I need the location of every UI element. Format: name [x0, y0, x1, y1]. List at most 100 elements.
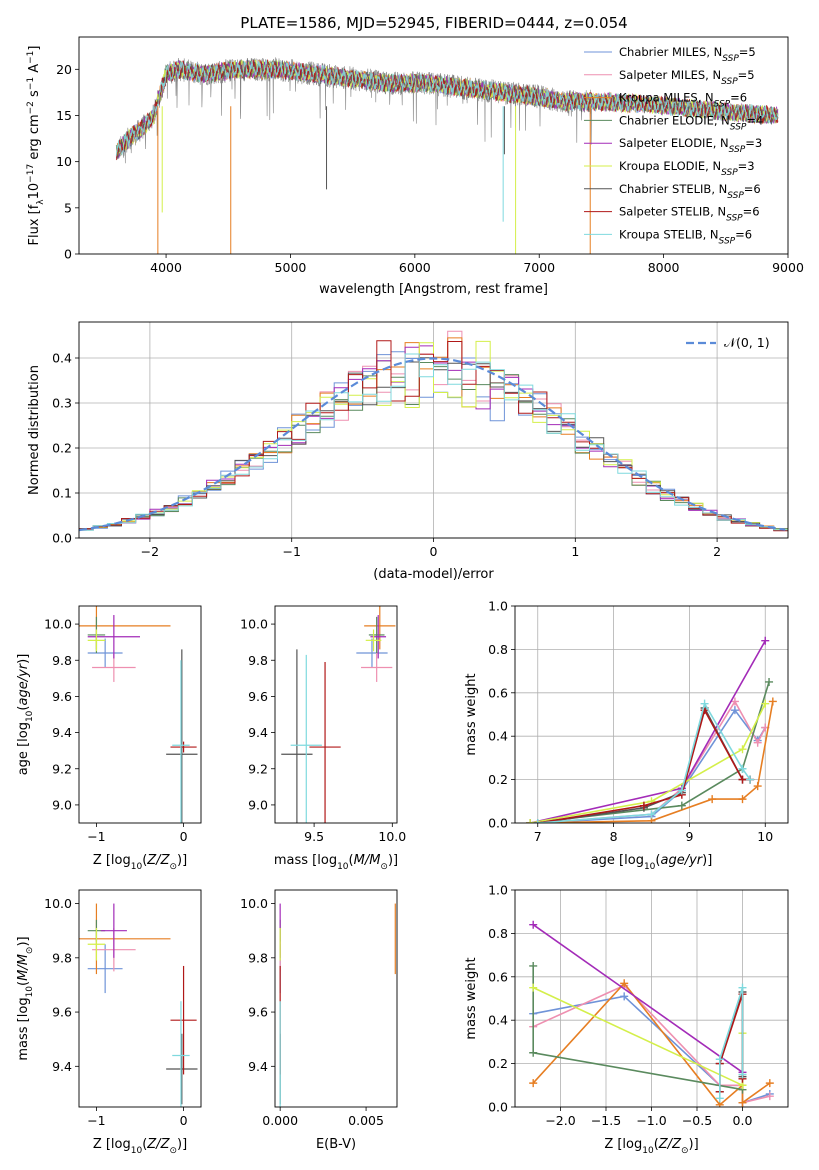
- plot-area: [279, 903, 396, 1107]
- point-kroupa_elodie: [87, 927, 106, 961]
- axes-residuals: −2 −1 0 1 2 0.0 0.1 0.2 0.3 0.4 𝒩(0, 1) (data-model…: [27, 321, 789, 582]
- x-tick-label: 9: [685, 829, 693, 844]
- axes-mass_weight_vs_Z: −2.0 −1.5 −1.0 −0.5 0.0 0.0 0.2 0.4 0.6 0.8 1.0 Z […: [464, 883, 789, 1156]
- series-marker: [738, 1070, 747, 1079]
- series-marker: [700, 699, 709, 708]
- series-marker: [529, 1048, 538, 1057]
- plot-area: [115, 57, 779, 254]
- series-marker: [715, 1055, 724, 1064]
- x-tick-label: 0.005: [348, 1113, 384, 1128]
- axes-frame: [78, 889, 202, 1108]
- plot-area: [79, 606, 198, 823]
- legend-label-chabrier_elodie: Chabrier ELODIE, NSSP=4: [619, 113, 763, 132]
- x-tick-label: −0.5: [682, 1113, 712, 1128]
- y-tick-label: 0.2: [52, 441, 72, 456]
- point-salpeter_elodie: [370, 615, 387, 659]
- point-salpeter_stelib: [170, 741, 197, 753]
- y-tick-label: 0.2: [488, 1056, 508, 1071]
- series-line: [530, 640, 766, 823]
- y-tick-label: 10.0: [240, 617, 268, 632]
- y-tick-label: 0.8: [488, 926, 508, 941]
- axes-mass_weight_vs_age: 7 8 9 10 0.0 0.2 0.4 0.6 0.8 1.0 age [log10(age/yr…: [464, 599, 789, 872]
- y-tick-label: 0.4: [488, 729, 508, 744]
- x-tick-label: 0: [430, 544, 438, 559]
- axes-frame: [78, 36, 789, 255]
- x-axis-label: (data-model)/error: [373, 567, 494, 582]
- y-tick-label: 9.2: [52, 761, 72, 776]
- axes-frame: [274, 605, 398, 824]
- y-tick-label: 0.1: [52, 486, 72, 501]
- series-line: [530, 703, 767, 823]
- x-tick-label: 9.5: [304, 829, 324, 844]
- x-tick-label: −1: [87, 829, 105, 844]
- x-tick-label: 5000: [275, 260, 307, 275]
- x-tick-label: 7000: [523, 260, 555, 275]
- series-marker: [765, 1092, 774, 1101]
- y-tick-label: 9.4: [248, 725, 268, 740]
- x-tick-label: 0: [180, 1113, 188, 1128]
- point-chabrier_stelib: [281, 649, 313, 823]
- x-tick-label: 8: [610, 829, 618, 844]
- model-spectrum-kroupa_stelib: [115, 59, 779, 156]
- series-marker: [620, 979, 629, 988]
- x-tick-label: 10.0: [378, 829, 406, 844]
- plot-area: [79, 330, 788, 533]
- series-marker: [761, 636, 770, 645]
- plot-area: [281, 606, 396, 823]
- legend-label-kroupa_stelib: Kroupa STELIB, NSSP=6: [619, 227, 752, 246]
- y-axis-label: Normed distribution: [27, 365, 42, 495]
- y-tick-label: 15: [56, 108, 72, 123]
- y-tick-label: 0.8: [488, 642, 508, 657]
- y-tick-label: 0.0: [488, 1100, 508, 1115]
- series-marker: [529, 961, 538, 970]
- x-tick-label: −1: [87, 1113, 105, 1128]
- x-tick-label: 2: [713, 544, 721, 559]
- x-tick-label: −1.5: [591, 1113, 621, 1128]
- series-marker: [768, 697, 777, 706]
- y-tick-label: 1.0: [488, 599, 508, 614]
- series-marker: [529, 920, 538, 929]
- y-tick-label: 9.8: [52, 653, 72, 668]
- y-axis-label: mass weight: [464, 957, 479, 1039]
- series-marker: [677, 786, 686, 795]
- point-chabrier_miles: [356, 638, 388, 668]
- series-marker: [529, 1079, 538, 1088]
- legend-label-chabrier_stelib: Chabrier STELIB, NSSP=6: [619, 182, 761, 201]
- y-tick-label: 1.0: [488, 883, 508, 898]
- series-marker: [765, 677, 774, 686]
- y-tick-label: 10.0: [44, 896, 72, 911]
- y-axis-label: mass weight: [464, 673, 479, 755]
- x-tick-label: 10: [757, 829, 773, 844]
- legend-label-kroupa_elodie: Kroupa ELODIE, NSSP=3: [619, 159, 755, 178]
- series-marker: [677, 801, 686, 810]
- axes-spectrum: 4000 5000 6000 7000 8000 9000 0 5 10 15 20 waveleng…: [26, 36, 804, 297]
- x-tick-label: −1.0: [636, 1113, 666, 1128]
- series-marker: [753, 738, 762, 747]
- series-line: [530, 701, 774, 823]
- y-tick-label: 9.8: [248, 653, 268, 668]
- legend-label-chabrier_miles: Chabrier MILES, NSSP=5: [619, 45, 756, 64]
- y-axis-label: mass [log10(M/M⊙)]: [16, 936, 35, 1060]
- x-axis-label: Z [log10(Z/Z⊙)]: [93, 853, 187, 872]
- y-tick-label: 9.0: [52, 797, 72, 812]
- x-axis-label: wavelength [Angstrom, rest frame]: [319, 282, 548, 297]
- series-marker: [620, 992, 629, 1001]
- y-tick-label: 20: [56, 62, 72, 77]
- series-salpeter_elodie: [529, 920, 747, 1077]
- x-tick-label: 0.0: [733, 1113, 753, 1128]
- x-axis-label: Z [log10(Z/Z⊙)]: [604, 1137, 698, 1156]
- figure-title: PLATE=1586, MJD=52945, FIBERID=0444, z=0…: [240, 14, 627, 32]
- y-tick-label: 0.0: [488, 816, 508, 831]
- series-marker: [533, 819, 542, 823]
- y-tick-label: 9.6: [52, 1005, 72, 1020]
- model-spectrum-salpeter_stelib: [115, 59, 779, 161]
- y-tick-label: 9.4: [52, 725, 72, 740]
- x-tick-label: −2: [141, 544, 159, 559]
- axes-age_vs_mass: 9.5 10.0 9.0 9.2 9.4 9.6 9.8 10.0 mass [log10(M/…: [240, 605, 406, 872]
- point-salpeter_stelib: [309, 662, 341, 823]
- point-salpeter_stelib: [170, 965, 197, 1075]
- x-tick-label: 1: [571, 544, 579, 559]
- axes-frame: [78, 605, 202, 824]
- series-marker: [746, 775, 755, 784]
